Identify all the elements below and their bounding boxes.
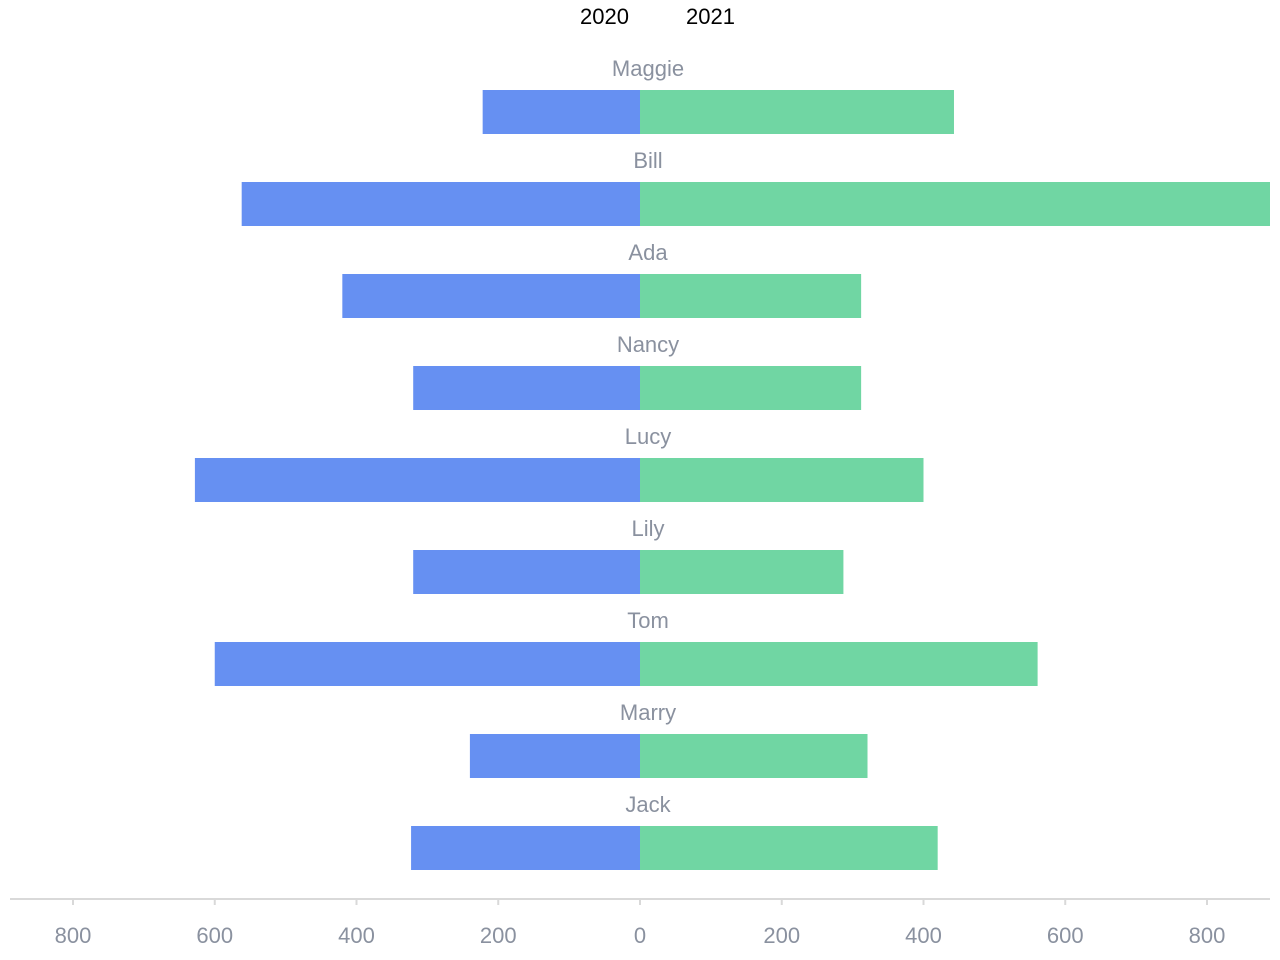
category-label-bill: Bill xyxy=(633,148,662,173)
x-tick-label-3: 200 xyxy=(480,923,517,948)
category-label-lily: Lily xyxy=(631,516,664,541)
x-tick-label-2: 400 xyxy=(338,923,375,948)
x-tick-label-7: 600 xyxy=(1047,923,1084,948)
bar-2020-nancy[interactable] xyxy=(413,366,640,410)
category-label-lucy: Lucy xyxy=(625,424,671,449)
bar-2021-jack[interactable] xyxy=(640,826,938,870)
bar-2020-marry[interactable] xyxy=(469,734,640,778)
bar-2020-maggie[interactable] xyxy=(482,90,640,134)
legend-item-2021[interactable]: 2021 xyxy=(686,4,735,29)
bar-2021-maggie[interactable] xyxy=(640,90,954,134)
bar-2020-jack[interactable] xyxy=(411,826,640,870)
x-tick-label-5: 200 xyxy=(763,923,800,948)
category-label-nancy: Nancy xyxy=(617,332,679,357)
bar-2021-tom[interactable] xyxy=(640,642,1038,686)
bar-2021-nancy[interactable] xyxy=(640,366,862,410)
category-label-tom: Tom xyxy=(627,608,669,633)
bar-2021-bill[interactable] xyxy=(640,182,1270,226)
legend-item-2020[interactable]: 2020 xyxy=(580,4,629,29)
bar-2021-lucy[interactable] xyxy=(640,458,924,502)
legend: 2020 2021 xyxy=(580,4,735,29)
bar-2020-lucy[interactable] xyxy=(194,458,640,502)
category-label-jack: Jack xyxy=(625,792,671,817)
category-label-marry: Marry xyxy=(620,700,676,725)
bar-2020-lily[interactable] xyxy=(413,550,640,594)
bar-2021-lily[interactable] xyxy=(640,550,844,594)
bars-layer xyxy=(194,90,1270,870)
category-label-ada: Ada xyxy=(628,240,668,265)
x-tick-label-1: 600 xyxy=(196,923,233,948)
x-tick-label-0: 800 xyxy=(55,923,92,948)
x-axis-ticks: 800 600 400 200 0 200 400 600 800 xyxy=(55,899,1226,948)
bar-2020-bill[interactable] xyxy=(241,182,640,226)
bar-2021-ada[interactable] xyxy=(640,274,862,318)
x-tick-label-8: 800 xyxy=(1189,923,1226,948)
bar-2020-ada[interactable] xyxy=(342,274,640,318)
category-labels: Maggie Bill Ada Nancy Lucy Lily Tom Marry Jack xyxy=(612,56,684,817)
bar-2021-marry[interactable] xyxy=(640,734,868,778)
x-tick-label-4: 0 xyxy=(634,923,646,948)
bar-2020-tom[interactable] xyxy=(214,642,640,686)
x-tick-label-6: 400 xyxy=(905,923,942,948)
category-label-maggie: Maggie xyxy=(612,56,684,81)
